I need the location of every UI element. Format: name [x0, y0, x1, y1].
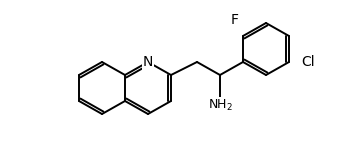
- Text: Cl: Cl: [301, 55, 315, 69]
- Text: F: F: [231, 13, 239, 27]
- Text: NH$_2$: NH$_2$: [207, 97, 233, 112]
- Text: N: N: [143, 55, 153, 69]
